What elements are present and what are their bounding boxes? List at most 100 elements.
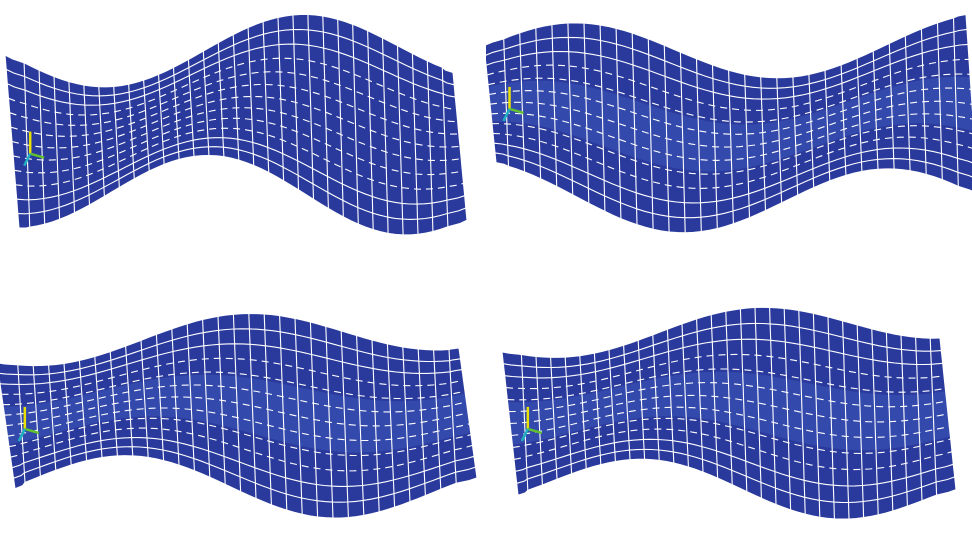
mesh-grid-line	[279, 315, 288, 511]
mesh-grid-line	[417, 348, 426, 496]
mesh-grid-line	[840, 64, 847, 176]
mesh-grid-line	[0, 379, 16, 489]
mesh-grid-line	[356, 335, 365, 516]
mesh-grid-line	[187, 59, 195, 157]
mesh-grid-line	[623, 345, 631, 460]
mesh-grid-line	[501, 351, 519, 496]
coordinate-triad-icon	[520, 406, 543, 442]
mesh-grid-line	[325, 326, 334, 519]
mesh-grid-line	[294, 318, 303, 515]
mesh-grid-line	[307, 14, 315, 200]
coordinate-triad-icon	[502, 86, 524, 122]
mesh-grid-line	[696, 318, 704, 473]
mesh-grid-line	[113, 86, 120, 188]
mesh-grid-line	[38, 70, 46, 225]
mesh-grid-line	[217, 42, 225, 157]
mesh-grid-line	[340, 330, 349, 518]
mesh-grid-line	[109, 351, 118, 456]
mode-shape-panel-2	[486, 0, 972, 267]
mesh-grid-line	[760, 76, 767, 211]
mesh-grid-line	[904, 35, 911, 171]
mesh-grid-line	[710, 314, 719, 479]
mesh-grid-line	[322, 15, 329, 209]
mesh-grid-line	[263, 313, 272, 505]
mesh-grid-line	[599, 24, 606, 212]
mesh-grid-line	[872, 50, 879, 170]
mesh-body	[5, 14, 467, 235]
mesh-grid-line	[381, 37, 389, 234]
mesh-grid-line	[63, 363, 72, 466]
mesh-grid-line	[186, 323, 195, 471]
mesh-grid-line	[4, 54, 20, 229]
mesh-grid-line	[783, 308, 792, 510]
mesh-grid-line	[155, 334, 165, 461]
mesh-grid-line	[53, 76, 61, 220]
mesh-grid-line	[402, 346, 411, 502]
deformed-mesh-4	[501, 306, 957, 520]
mesh-grid-line	[248, 313, 257, 499]
mesh-grid-line	[441, 67, 449, 227]
deformed-mesh-1	[4, 13, 468, 236]
mesh-grid-line	[808, 74, 815, 188]
mesh-grid-line	[217, 316, 226, 485]
mesh-grid-line	[842, 320, 850, 520]
mesh-grid-line	[812, 313, 821, 518]
mesh-grid-line	[725, 311, 733, 485]
mesh-grid-line	[247, 27, 255, 166]
mesh-grid-line	[202, 50, 210, 156]
mesh-grid-line	[663, 45, 670, 233]
mesh-grid-line	[681, 323, 689, 468]
mesh-grid-line	[915, 337, 923, 501]
mesh-grid-line	[929, 338, 938, 496]
mesh-grid-line	[965, 14, 972, 113]
mesh-grid-line	[739, 308, 748, 492]
mesh-grid-line	[140, 340, 149, 458]
mesh-grid-line	[157, 74, 165, 165]
mesh-grid-line	[452, 72, 468, 221]
coordinate-triad-icon	[17, 406, 40, 442]
mesh-grid-line	[32, 365, 41, 477]
mesh-grid-line	[23, 62, 31, 228]
mesh-grid-line	[744, 74, 751, 218]
mesh-grid-line	[939, 337, 957, 490]
mesh-grid-line	[579, 355, 587, 469]
mesh-grid-line	[520, 354, 529, 491]
mode-shape-panel-3	[0, 267, 486, 534]
mesh-grid-line	[17, 364, 26, 483]
mesh-grid-line	[769, 307, 777, 505]
deformed-mesh-2	[486, 13, 972, 234]
mesh-grid-line	[128, 84, 135, 179]
mesh-grid-line	[202, 319, 211, 478]
mesh-grid-line	[637, 340, 646, 460]
mesh-grid-line	[535, 356, 543, 486]
mesh-grid-line	[695, 58, 702, 232]
mesh-grid-line	[411, 53, 419, 235]
mesh-grid-line	[631, 32, 638, 225]
mesh-grid-line	[652, 334, 660, 461]
mesh-body	[486, 14, 972, 233]
mesh-grid-line	[277, 17, 285, 181]
mesh-grid-line	[352, 24, 359, 225]
mesh-grid-line	[666, 329, 675, 464]
mesh-grid-line	[871, 328, 879, 515]
mesh-grid-line	[952, 17, 959, 187]
mesh-grid-line	[98, 86, 105, 197]
mesh-grid-line	[593, 353, 602, 465]
mesh-grid-line	[827, 316, 835, 519]
mesh-grid-line	[824, 70, 831, 181]
mesh-grid-line	[519, 32, 526, 172]
mesh-grid-line	[458, 347, 478, 478]
mesh-grid-line	[550, 357, 558, 480]
mesh-grid-line	[68, 81, 76, 213]
mesh-grid-line	[396, 45, 404, 235]
mesh-grid-line	[448, 349, 457, 484]
mesh-grid-line	[856, 324, 865, 518]
mesh-grid-line	[503, 38, 510, 167]
mesh-grid-line	[728, 70, 734, 224]
mesh-grid-line	[371, 339, 380, 512]
mesh-grid-line	[309, 321, 319, 518]
mesh-grid-line	[564, 357, 573, 474]
mesh-grid-line	[567, 22, 574, 195]
mode-shape-panel-1	[0, 0, 486, 267]
